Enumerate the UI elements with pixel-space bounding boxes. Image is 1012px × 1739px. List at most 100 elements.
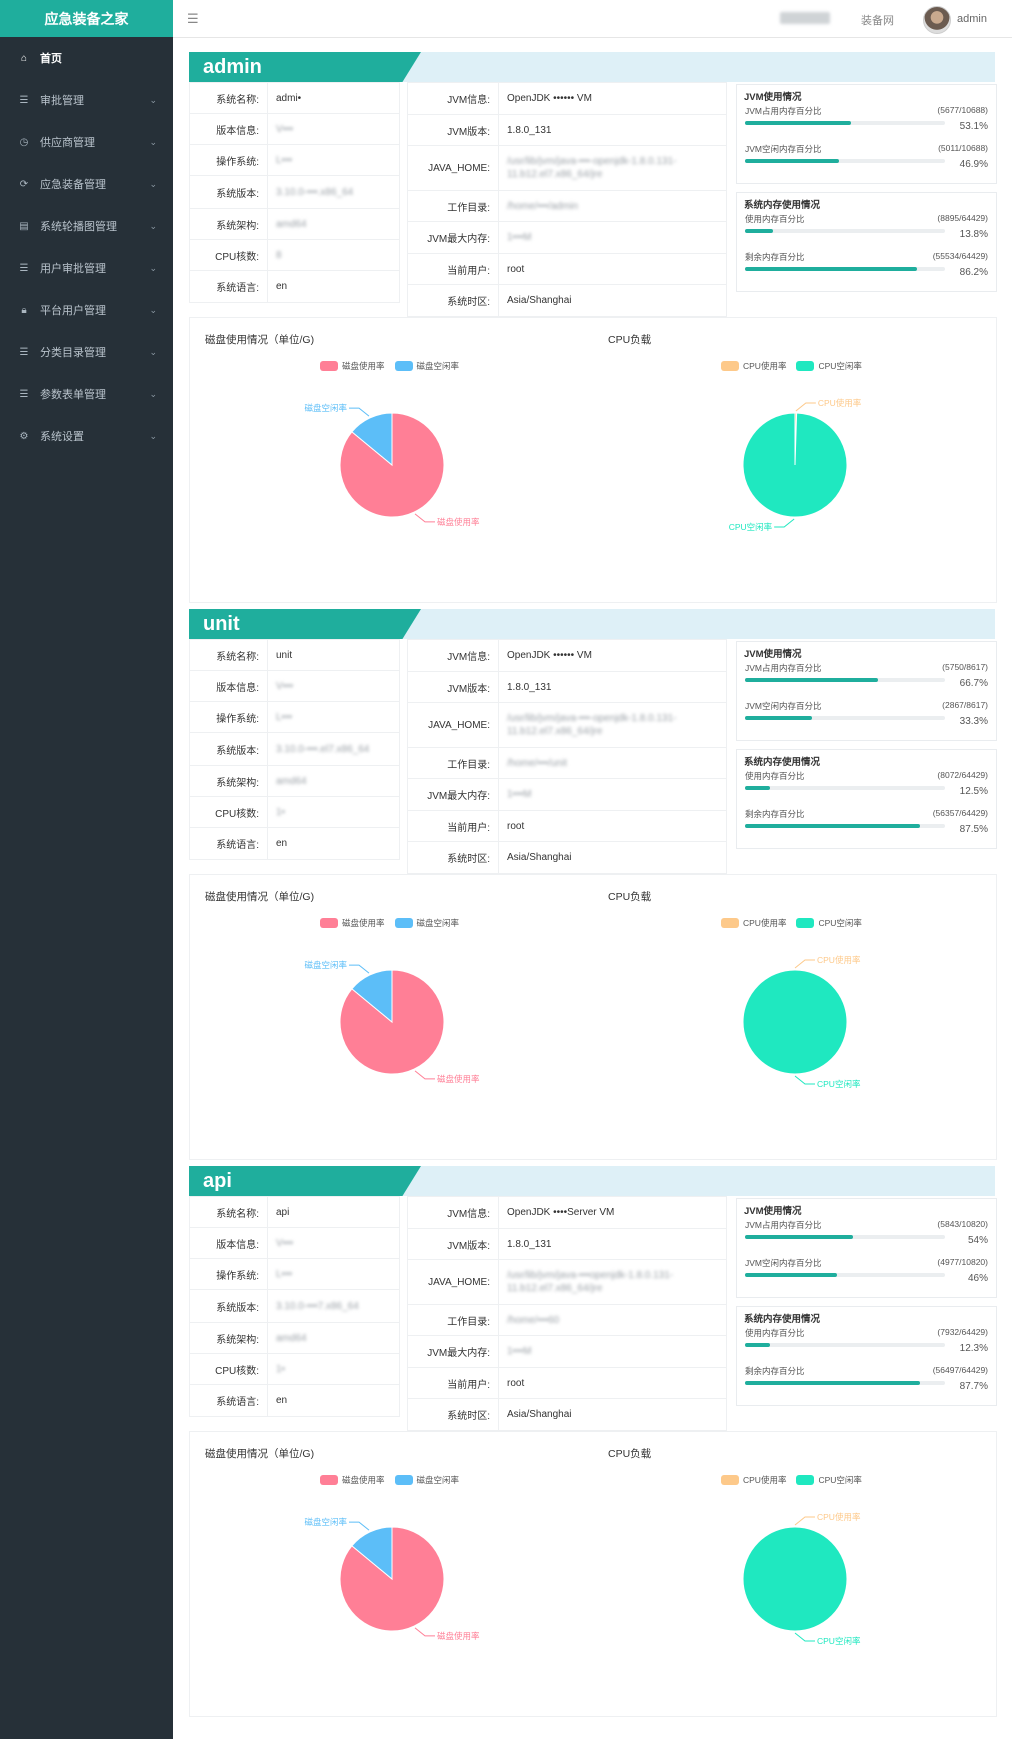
legend-label: CPU使用率 bbox=[743, 1475, 787, 1485]
info-value: /home/•••/unit bbox=[507, 757, 567, 769]
info-label: JAVA_HOME: bbox=[408, 1260, 499, 1304]
info-label: 系统架构: bbox=[190, 1323, 268, 1353]
sidebar-item-4[interactable]: ▤ 系统轮播图管理 ⌄ bbox=[0, 205, 173, 247]
pie-slice[interactable] bbox=[742, 412, 848, 518]
legend-item[interactable]: CPU空闲率 bbox=[796, 917, 862, 929]
legend-item[interactable]: 磁盘使用率 bbox=[320, 360, 385, 372]
sidebar-item-1[interactable]: ☰ 审批管理 ⌄ bbox=[0, 79, 173, 121]
chevron-down-icon: ⌄ bbox=[149, 136, 157, 147]
info-row: JVM信息: OpenJDK ••••Server VM bbox=[408, 1197, 726, 1229]
pie-slice[interactable] bbox=[339, 969, 445, 1075]
pie-slice[interactable] bbox=[351, 1526, 393, 1581]
user-name[interactable]: admin bbox=[957, 13, 987, 25]
memory-line: 使用内存百分比 (8895/64429) bbox=[745, 213, 988, 225]
memory-item: 使用内存百分比 (8072/64429) 12.5% bbox=[737, 770, 996, 797]
legend-item[interactable]: CPU空闲率 bbox=[796, 1474, 862, 1486]
legend-swatch bbox=[320, 918, 338, 928]
avatar[interactable] bbox=[923, 6, 951, 34]
disk-chart-title: 磁盘使用情况（单位/G) bbox=[205, 891, 315, 903]
memory-item: 剩余内存百分比 (56497/64429) 87.7% bbox=[737, 1365, 996, 1392]
memory-ratio: (8072/64429) bbox=[937, 770, 988, 780]
memory-label: 剩余内存百分比 bbox=[745, 1366, 805, 1376]
section-title: unit bbox=[203, 613, 240, 635]
chevron-down-icon: ⌄ bbox=[149, 430, 157, 441]
legend-swatch bbox=[796, 918, 815, 928]
legend-item[interactable]: 磁盘空闲率 bbox=[394, 917, 459, 929]
info-row: 版本信息: V••• bbox=[190, 1228, 399, 1259]
pie-leader-line bbox=[349, 407, 370, 417]
legend-item[interactable]: 磁盘使用率 bbox=[320, 917, 385, 929]
pie-slice[interactable] bbox=[339, 1526, 445, 1632]
sidebar-item-6[interactable]: 🔒︎ 平台用户管理 ⌄ bbox=[0, 289, 173, 331]
memory-ratio: (2867/8617) bbox=[942, 700, 988, 710]
memory-percent: 33.3% bbox=[959, 716, 988, 727]
info-row: 系统时区: Asia/Shanghai bbox=[408, 842, 726, 873]
pie-slice-label: CPU使用率 bbox=[817, 955, 861, 965]
sidebar-item-5[interactable]: ☰ 用户审批管理 ⌄ bbox=[0, 247, 173, 289]
legend-swatch bbox=[394, 361, 413, 371]
info-label: 系统名称: bbox=[190, 83, 268, 113]
pie-leader-line bbox=[414, 513, 435, 523]
sidebar-item-0[interactable]: ⌂ 首页 bbox=[0, 37, 173, 79]
chevron-down-icon: ⌄ bbox=[149, 346, 157, 357]
info-label: JVM版本: bbox=[408, 1229, 499, 1259]
sidebar-item-7[interactable]: ☰ 分类目录管理 ⌄ bbox=[0, 331, 173, 373]
progress-bar bbox=[745, 824, 945, 828]
info-value: OpenJDK •••••• VM bbox=[507, 650, 592, 661]
pie-slice[interactable] bbox=[351, 969, 393, 1024]
info-value: OpenJDK •••••• VM bbox=[507, 93, 592, 104]
legend-item[interactable]: CPU空闲率 bbox=[796, 360, 862, 372]
chevron-down-icon: ⌄ bbox=[149, 220, 157, 231]
progress-fill bbox=[745, 1273, 837, 1277]
memory-percent: 87.5% bbox=[959, 824, 988, 835]
legend-item[interactable]: CPU使用率 bbox=[721, 1474, 786, 1486]
app-title[interactable]: 应急装备之家 bbox=[0, 0, 173, 37]
menu-toggle-icon[interactable]: ☰ bbox=[187, 11, 199, 26]
legend-item[interactable]: CPU使用率 bbox=[721, 917, 786, 929]
info-value: 1• bbox=[276, 806, 286, 818]
pie-slice[interactable] bbox=[742, 969, 848, 1075]
sidebar-item-8[interactable]: ☰ 参数表单管理 ⌄ bbox=[0, 373, 173, 415]
pie-slice[interactable] bbox=[339, 412, 445, 518]
pie-leader-line bbox=[794, 1516, 815, 1526]
legend-item[interactable]: 磁盘空闲率 bbox=[394, 1474, 459, 1486]
info-label: CPU核数: bbox=[190, 797, 268, 827]
sidebar-item-label: 参数表单管理 bbox=[40, 389, 106, 401]
info-label: JVM信息: bbox=[408, 640, 499, 671]
info-row: JVM最大内存: 1•••M bbox=[408, 779, 726, 811]
pie-slice-label: CPU使用率 bbox=[818, 398, 862, 408]
memory-ratio: (4977/10820) bbox=[937, 1257, 988, 1267]
memory-item: 使用内存百分比 (7932/64429) 12.3% bbox=[737, 1327, 996, 1354]
equipment-site-link[interactable]: 装备网 bbox=[861, 15, 894, 27]
chart-panel: 磁盘使用情况（单位/G) CPU负载 磁盘使用率 磁盘空闲率 CPU使用率 CPU空闲率磁… bbox=[189, 1431, 997, 1717]
refresh-icon: ⟳ bbox=[19, 178, 29, 190]
sidebar-item-2[interactable]: ◷ 供应商管理 ⌄ bbox=[0, 121, 173, 163]
legend-item[interactable]: 磁盘空闲率 bbox=[394, 360, 459, 372]
memory-panel-title: JVM使用情况 bbox=[744, 92, 802, 103]
info-row: 工作目录: /home/•••/unit bbox=[408, 748, 726, 779]
progress-bar bbox=[745, 716, 945, 720]
memory-panel-title: JVM使用情况 bbox=[744, 649, 802, 660]
info-value: L••• bbox=[276, 154, 293, 166]
legend-label: CPU使用率 bbox=[743, 918, 787, 928]
progress-fill bbox=[745, 786, 770, 790]
memory-label: 使用内存百分比 bbox=[745, 1328, 805, 1338]
chart-legend: CPU使用率 CPU空闲率 bbox=[721, 917, 872, 929]
system-info-table: 系统名称: api 版本信息: V••• 操作系统: L••• 系统版本: 3.10.0-••… bbox=[189, 1196, 400, 1417]
pie-leader-line bbox=[794, 959, 815, 969]
sidebar-item-label: 系统轮播图管理 bbox=[40, 221, 117, 233]
legend-item[interactable]: 磁盘使用率 bbox=[320, 1474, 385, 1486]
sidebar-item-9[interactable]: ⚙ 系统设置 ⌄ bbox=[0, 415, 173, 457]
info-value: /home/•••60 bbox=[507, 1314, 560, 1326]
pie-slice[interactable] bbox=[351, 412, 393, 467]
info-row: 版本信息: V••• bbox=[190, 671, 399, 702]
sidebar-item-3[interactable]: ⟳ 应急装备管理 ⌄ bbox=[0, 163, 173, 205]
info-label: 操作系统: bbox=[190, 702, 268, 732]
pie-slice[interactable] bbox=[742, 1526, 848, 1632]
info-label: 当前用户: bbox=[408, 811, 499, 841]
pie-slice-label: CPU使用率 bbox=[817, 1512, 861, 1522]
info-row: 当前用户: root bbox=[408, 254, 726, 285]
legend-item[interactable]: CPU使用率 bbox=[721, 360, 786, 372]
info-row: JVM版本: 1.8.0_131 bbox=[408, 672, 726, 703]
info-row: JAVA_HOME: /usr/lib/jvm/java-•••openjdk-1… bbox=[408, 1260, 726, 1305]
